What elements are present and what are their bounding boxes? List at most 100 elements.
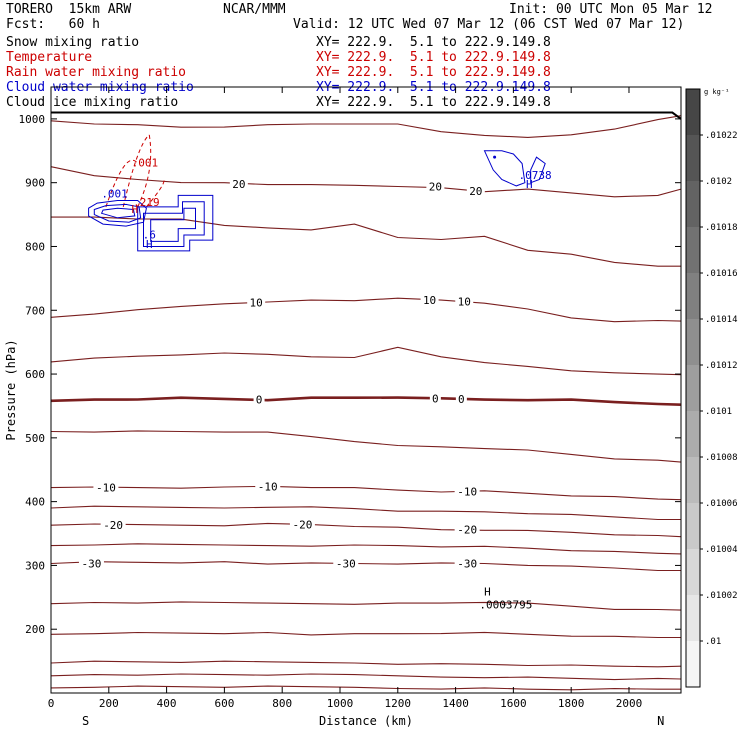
x-tick-label: 2000: [616, 697, 643, 710]
x-tick-label: 800: [272, 697, 292, 710]
x-tick-label: 1600: [500, 697, 527, 710]
colorbar-segment: [686, 227, 700, 274]
colorbar-label: .0101: [705, 407, 732, 417]
colorbar-label: .01006: [705, 499, 738, 509]
surface-pressure-line: [51, 111, 682, 120]
valid-time: Valid: 12 UTC Wed 07 Mar 12 (06 CST Wed …: [293, 17, 685, 32]
temperature-label: -10: [258, 480, 278, 493]
cloud-water-label: .0738: [518, 169, 551, 182]
cloud-water-contour-5: [150, 207, 196, 242]
cloud-water-contour-n-0: [483, 150, 526, 187]
colorbar-segment: [686, 457, 700, 504]
temperature-label: 20: [429, 181, 442, 194]
isotherm-20: [50, 166, 682, 198]
x-tick-label: 200: [99, 697, 119, 710]
temperature-contours: [50, 111, 682, 691]
colorbar-label: .01018: [705, 223, 738, 233]
temperature-label: -10: [96, 482, 116, 495]
label-bg-1: [333, 557, 359, 570]
temperature-label: -30: [336, 558, 356, 571]
x-tick-label: 1400: [442, 697, 469, 710]
cloud-water-label: .6: [143, 228, 156, 241]
maximum-marker-cross: +: [503, 601, 507, 609]
temperature-label: 10: [423, 294, 436, 307]
x-tick-label: 0: [48, 697, 55, 710]
label-bg-16: [426, 180, 445, 193]
legend-temperature: Temperature: [6, 50, 93, 65]
temperature-label: -20: [103, 519, 123, 532]
y-tick-label: 500: [25, 432, 45, 445]
colorbar-segment: [686, 365, 700, 412]
colorbar-label: .01: [705, 637, 721, 647]
legend-rain: Rain water mixing ratio: [6, 65, 187, 80]
x-axis-label: Distance (km): [319, 714, 413, 728]
y-tick-label: 200: [25, 623, 45, 636]
isotherm--25: [50, 543, 682, 555]
temperature-label: 20: [232, 178, 245, 191]
plot-frame: [50, 86, 682, 694]
rain-water-label: .219: [133, 196, 160, 209]
label-bg-6: [93, 481, 119, 494]
colorbar-label: .01012: [705, 361, 738, 371]
legend-cloud-ice-xy: XY= 222.9. 5.1 to 222.9.149.8: [316, 95, 551, 110]
temperature-label: -30: [457, 558, 477, 571]
colorbar-segment: [686, 411, 700, 458]
y-tick-label: 800: [25, 240, 45, 253]
isotherm-10: [50, 297, 682, 323]
y-tick-label: 1000: [19, 113, 46, 126]
cloud-water-label: .001: [101, 188, 128, 201]
legend-rain-xy: XY= 222.9. 5.1 to 222.9.149.8: [316, 65, 551, 80]
colorbar-segment: [686, 503, 700, 550]
label-bg-8: [454, 485, 480, 498]
isotherm--50: [50, 673, 682, 681]
isotherm-5: [50, 346, 682, 376]
colorbar-label: .01002: [705, 591, 738, 601]
cloud-water-contour-0: [88, 200, 147, 227]
plot-axes: 0 200 400 600 800 1000 1200 1400 1600 1800 2000200…: [4, 86, 682, 728]
temperature-label: 20: [469, 185, 482, 198]
colorbar-label: .01022: [705, 131, 738, 141]
cloud-water-point: [493, 155, 497, 159]
center-title: NCAR/MMM: [223, 2, 286, 17]
isotherm--45: [50, 660, 682, 668]
label-bg-9: [253, 393, 265, 406]
cloud-water-label: H: [146, 238, 153, 251]
colorbar-segment: [686, 273, 700, 320]
isotherm--35: [50, 601, 682, 611]
colorbar-segment: [686, 89, 700, 136]
label-bg-14: [455, 295, 474, 308]
maximum-marker-value: .0003795: [479, 599, 532, 612]
temperature-label: 10: [458, 295, 471, 308]
legend-snow: Snow mixing ratio: [6, 35, 140, 50]
rain-water-label: .001: [132, 156, 159, 169]
forecast-hour: Fcst: 60 h: [6, 17, 100, 32]
label-bg-3: [100, 519, 126, 532]
rain-contour-2: [137, 134, 152, 208]
cloud-water-contour-3: [137, 194, 214, 252]
rain-water-label: H: [131, 203, 138, 216]
temperature-label: 10: [250, 297, 263, 310]
colorbar-segment: [686, 641, 700, 688]
y-tick-label: 300: [25, 559, 45, 572]
isotherm--30: [50, 561, 681, 572]
label-bg-13: [420, 294, 439, 307]
temperature-label: -10: [457, 485, 477, 498]
temperature-label: 0: [432, 392, 439, 405]
label-bg-4: [289, 518, 315, 531]
x-tick-label: 600: [214, 697, 234, 710]
isotherm--40: [50, 631, 681, 639]
endpoint-left: S: [82, 714, 89, 728]
legend-cloud-ice: Cloud ice mixing ratio: [6, 95, 179, 110]
label-bg-12: [247, 296, 266, 309]
isotherm--20: [50, 522, 682, 538]
colorbar-label: .0102: [705, 177, 732, 187]
colorbar-frame: [685, 88, 701, 688]
isotherm-0: [50, 396, 682, 406]
x-tick-label: 400: [157, 697, 177, 710]
cloud-water-label: H: [526, 178, 533, 191]
label-bg-5: [454, 523, 480, 536]
colorbar-label: .01014: [705, 315, 738, 325]
endpoint-right: N: [657, 714, 664, 728]
label-bg-10: [429, 392, 441, 405]
